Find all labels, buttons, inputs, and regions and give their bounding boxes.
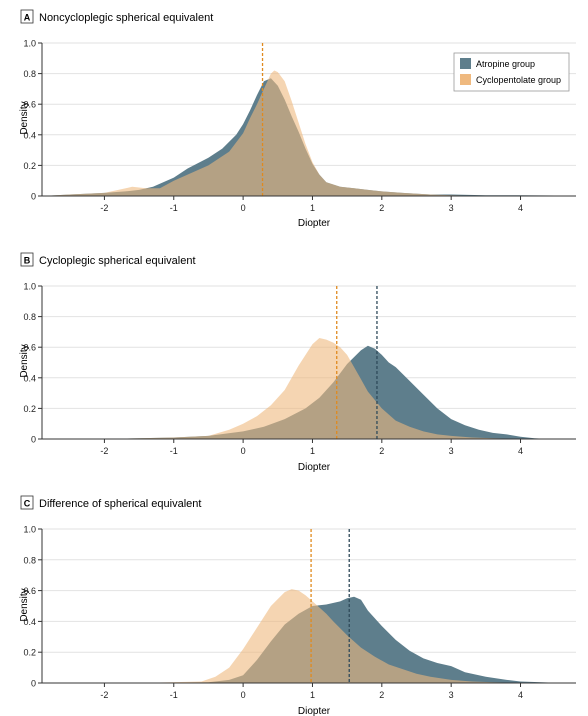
x-tick-label: -2 bbox=[100, 690, 108, 700]
x-tick-label: -2 bbox=[100, 446, 108, 456]
panel-c-letter: C bbox=[24, 499, 31, 509]
legend-label-atropine: Atropine group bbox=[476, 59, 535, 69]
panel-a-plot: 0 0.2 0.4 0.6 0.8 1.0 -2 -1 0 1 2 3 4 bbox=[23, 39, 576, 213]
panel-b-plot: 0 0.2 0.4 0.6 0.8 1.0 -2 -1 0 1 2 3 4 bbox=[23, 282, 576, 456]
panel-c-title: Difference of spherical equivalent bbox=[39, 498, 201, 510]
panel-c-xlabel: Diopter bbox=[298, 706, 331, 716]
panel-b-xlabel: Diopter bbox=[298, 462, 331, 473]
panel-c-ylabel: Density bbox=[19, 588, 30, 621]
legend-swatch-atropine bbox=[460, 58, 471, 69]
x-tick-label: -1 bbox=[170, 203, 178, 213]
x-tick-label: -1 bbox=[170, 446, 178, 456]
x-tick-label: -2 bbox=[100, 203, 108, 213]
panel-b-ylabel: Density bbox=[19, 344, 30, 377]
legend-box bbox=[453, 52, 570, 92]
x-tick-label: 2 bbox=[379, 690, 384, 700]
y-tick-label: 1.0 bbox=[23, 525, 36, 535]
x-tick-label: -1 bbox=[170, 690, 178, 700]
x-tick-label: 2 bbox=[379, 446, 384, 456]
y-tick-label: 0 bbox=[31, 679, 36, 689]
area-cyclopentolate bbox=[62, 589, 542, 683]
y-tick-label: 0.4 bbox=[23, 130, 36, 140]
panel-a-xlabel: Diopter bbox=[298, 218, 331, 229]
legend-swatch-cyclopentolate bbox=[460, 74, 471, 85]
x-tick-label: 1 bbox=[310, 446, 315, 456]
panel-b-title: Cycloplegic spherical equivalent bbox=[39, 255, 196, 267]
panel-a-letter-box bbox=[20, 9, 34, 24]
area-cyclopentolate bbox=[42, 70, 576, 196]
y-tick-label: 0.2 bbox=[23, 161, 36, 171]
x-tick-label: 3 bbox=[449, 690, 454, 700]
x-tick-label: 0 bbox=[241, 203, 246, 213]
x-tick-label: 0 bbox=[241, 690, 246, 700]
x-tick-label: 4 bbox=[518, 446, 523, 456]
y-tick-label: 0.2 bbox=[23, 648, 36, 658]
panel-c-plot: 0 0.2 0.4 0.6 0.8 1.0 -2 -1 0 1 2 3 4 bbox=[23, 525, 576, 700]
panel-b-letter: B bbox=[24, 256, 31, 266]
y-tick-label: 0.6 bbox=[23, 100, 36, 110]
x-tick-label: 3 bbox=[449, 446, 454, 456]
area-cyclopentolate bbox=[104, 338, 521, 439]
panel-b-letter-box bbox=[20, 252, 34, 267]
panel-a-letter: A bbox=[24, 13, 31, 23]
y-tick-label: 0.8 bbox=[23, 555, 36, 565]
panel-c: C Difference of spherical equivalent 0 0.… bbox=[19, 495, 576, 716]
y-tick-label: 0.4 bbox=[23, 617, 36, 627]
x-tick-label: 0 bbox=[241, 446, 246, 456]
y-tick-label: 0.6 bbox=[23, 343, 36, 353]
x-tick-label: 4 bbox=[518, 690, 523, 700]
y-tick-label: 0.6 bbox=[23, 586, 36, 596]
x-tick-label: 3 bbox=[449, 203, 454, 213]
legend: Atropine group Cyclopentolate group bbox=[453, 52, 570, 92]
x-tick-label: 2 bbox=[379, 203, 384, 213]
y-tick-label: 0 bbox=[31, 435, 36, 445]
x-tick-label: 1 bbox=[310, 203, 315, 213]
y-tick-label: 0.8 bbox=[23, 312, 36, 322]
y-tick-label: 1.0 bbox=[23, 39, 36, 49]
panel-a: A Noncycloplegic spherical equivalent 00… bbox=[19, 9, 576, 229]
panel-a-title: Noncycloplegic spherical equivalent bbox=[39, 12, 213, 24]
legend-label-cyclopentolate: Cyclopentolate group bbox=[476, 75, 561, 85]
y-tick-label: 0.4 bbox=[23, 373, 36, 383]
y-tick-label: 0 bbox=[31, 192, 36, 202]
panel-c-letter-box bbox=[20, 495, 34, 510]
x-tick-label: 4 bbox=[518, 203, 523, 213]
y-tick-label: 1.0 bbox=[23, 282, 36, 292]
x-tick-label: 1 bbox=[310, 690, 315, 700]
panel-a-ylabel: Density bbox=[19, 101, 30, 134]
y-tick-label: 0.2 bbox=[23, 404, 36, 414]
panel-b: B Cycloplegic spherical equivalent 00.20… bbox=[19, 252, 576, 473]
y-tick-label: 0.8 bbox=[23, 69, 36, 79]
